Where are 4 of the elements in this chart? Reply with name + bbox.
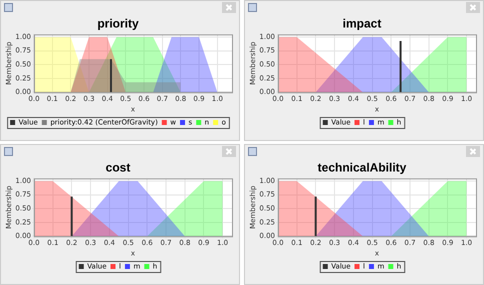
chart-title: technicalAbility	[318, 160, 407, 174]
chart-title: impact	[342, 16, 382, 31]
chart-title: priority	[97, 16, 139, 31]
chart-title: cost	[106, 160, 130, 174]
